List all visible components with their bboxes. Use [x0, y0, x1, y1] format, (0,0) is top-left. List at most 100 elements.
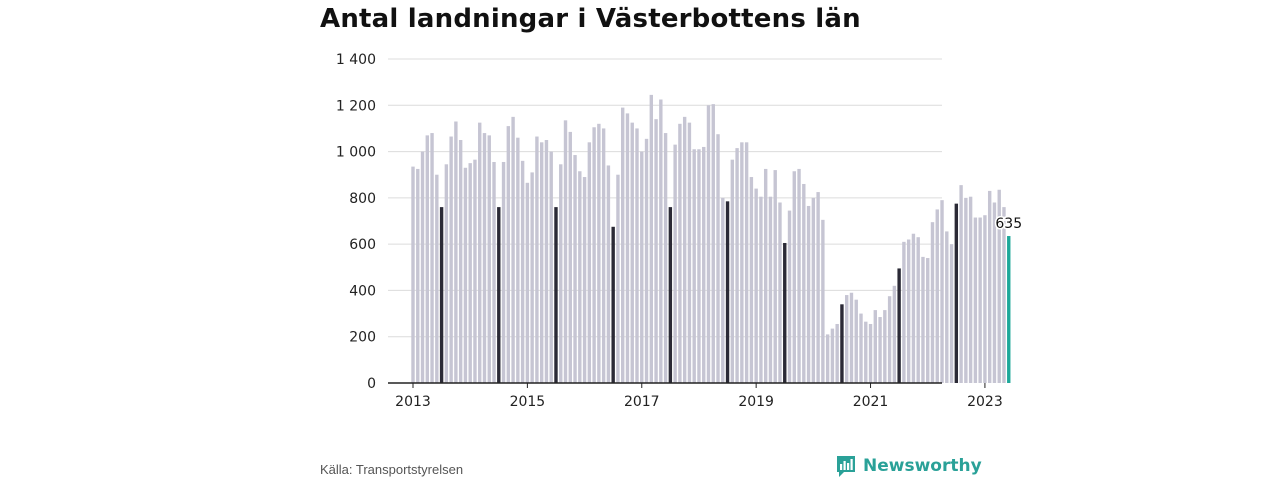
bar — [530, 172, 534, 383]
latest-value-label: 635 — [995, 216, 1022, 232]
bar — [816, 192, 820, 383]
y-axis-labels: 0 200 400 600 800 1 000 1 200 1 400 — [336, 52, 376, 392]
bar — [473, 159, 477, 383]
bar — [416, 168, 420, 383]
x-tick-label: 2017 — [624, 394, 660, 410]
bar — [478, 122, 482, 383]
bar — [501, 161, 506, 383]
bar — [621, 107, 625, 383]
bar — [878, 317, 882, 383]
bar — [582, 177, 587, 383]
bar — [644, 138, 649, 383]
bar — [859, 313, 863, 383]
bar — [468, 163, 472, 383]
bar — [682, 116, 687, 384]
bar — [439, 207, 444, 383]
bar — [635, 128, 639, 383]
bar — [721, 197, 725, 383]
bar — [973, 217, 978, 383]
bar — [449, 136, 453, 383]
bar — [887, 296, 892, 383]
bar — [759, 196, 763, 383]
bar — [525, 182, 530, 383]
bar — [725, 201, 730, 383]
bar — [554, 207, 558, 383]
bar — [811, 197, 816, 383]
bar — [516, 137, 520, 383]
bar — [954, 203, 959, 383]
x-tick-label: 2021 — [853, 394, 889, 410]
bar — [797, 168, 801, 383]
y-tick-label: 400 — [349, 283, 376, 299]
bar — [854, 299, 858, 383]
x-tick-label: 2015 — [510, 394, 546, 410]
x-tick-label: 2019 — [738, 394, 774, 410]
bar — [892, 285, 897, 383]
bar — [687, 122, 692, 383]
bar — [968, 196, 973, 383]
bar — [654, 119, 658, 384]
bar — [601, 128, 606, 383]
bar — [921, 256, 925, 383]
bar — [868, 323, 873, 383]
bar — [1002, 207, 1006, 383]
bar — [983, 215, 987, 383]
bar — [940, 200, 944, 383]
x-tick-label: 2023 — [967, 394, 1003, 410]
brand-logo[interactable]: Newsworthy — [835, 454, 982, 478]
bar — [563, 120, 568, 383]
bar — [587, 142, 592, 383]
bars — [411, 94, 1011, 384]
bar — [806, 205, 811, 383]
bar — [883, 310, 887, 383]
bar — [897, 268, 901, 383]
bar — [730, 159, 735, 383]
bar — [987, 190, 992, 383]
bar — [520, 160, 525, 383]
bar — [840, 304, 844, 383]
bar — [549, 151, 553, 383]
y-tick-label: 1 000 — [336, 145, 376, 161]
bar — [673, 144, 677, 383]
bar — [821, 219, 825, 383]
bar — [830, 328, 835, 383]
bar — [911, 233, 916, 383]
bar — [763, 168, 768, 383]
bar — [845, 295, 849, 383]
bar — [783, 242, 787, 383]
bar — [625, 113, 630, 383]
bar — [511, 116, 515, 384]
bar — [630, 122, 634, 383]
bar — [997, 189, 1001, 383]
bar — [578, 171, 582, 383]
bar — [663, 133, 668, 383]
bar — [482, 133, 487, 383]
bar — [568, 131, 572, 383]
source-text: Källa: Transportstyrelsen — [320, 462, 464, 477]
bar — [1007, 236, 1011, 383]
bar — [411, 166, 415, 383]
bar — [716, 134, 720, 383]
bar — [463, 167, 468, 383]
bar — [992, 202, 997, 383]
y-tick-label: 200 — [349, 330, 376, 346]
bar — [773, 170, 777, 383]
brand-name: Newsworthy — [863, 456, 982, 476]
bar — [802, 183, 806, 383]
bar — [506, 126, 511, 384]
bar — [678, 123, 682, 384]
bar — [640, 151, 644, 383]
bar — [573, 155, 577, 383]
bar — [754, 188, 758, 383]
bar — [425, 135, 429, 383]
bar — [864, 321, 868, 383]
bar — [873, 310, 877, 383]
bar — [711, 104, 715, 383]
bar — [740, 142, 744, 383]
bar — [435, 174, 439, 383]
annotations: 635 — [994, 215, 1024, 234]
bar — [668, 207, 673, 383]
bar — [559, 164, 563, 383]
bar — [592, 127, 596, 384]
bar — [487, 135, 491, 383]
